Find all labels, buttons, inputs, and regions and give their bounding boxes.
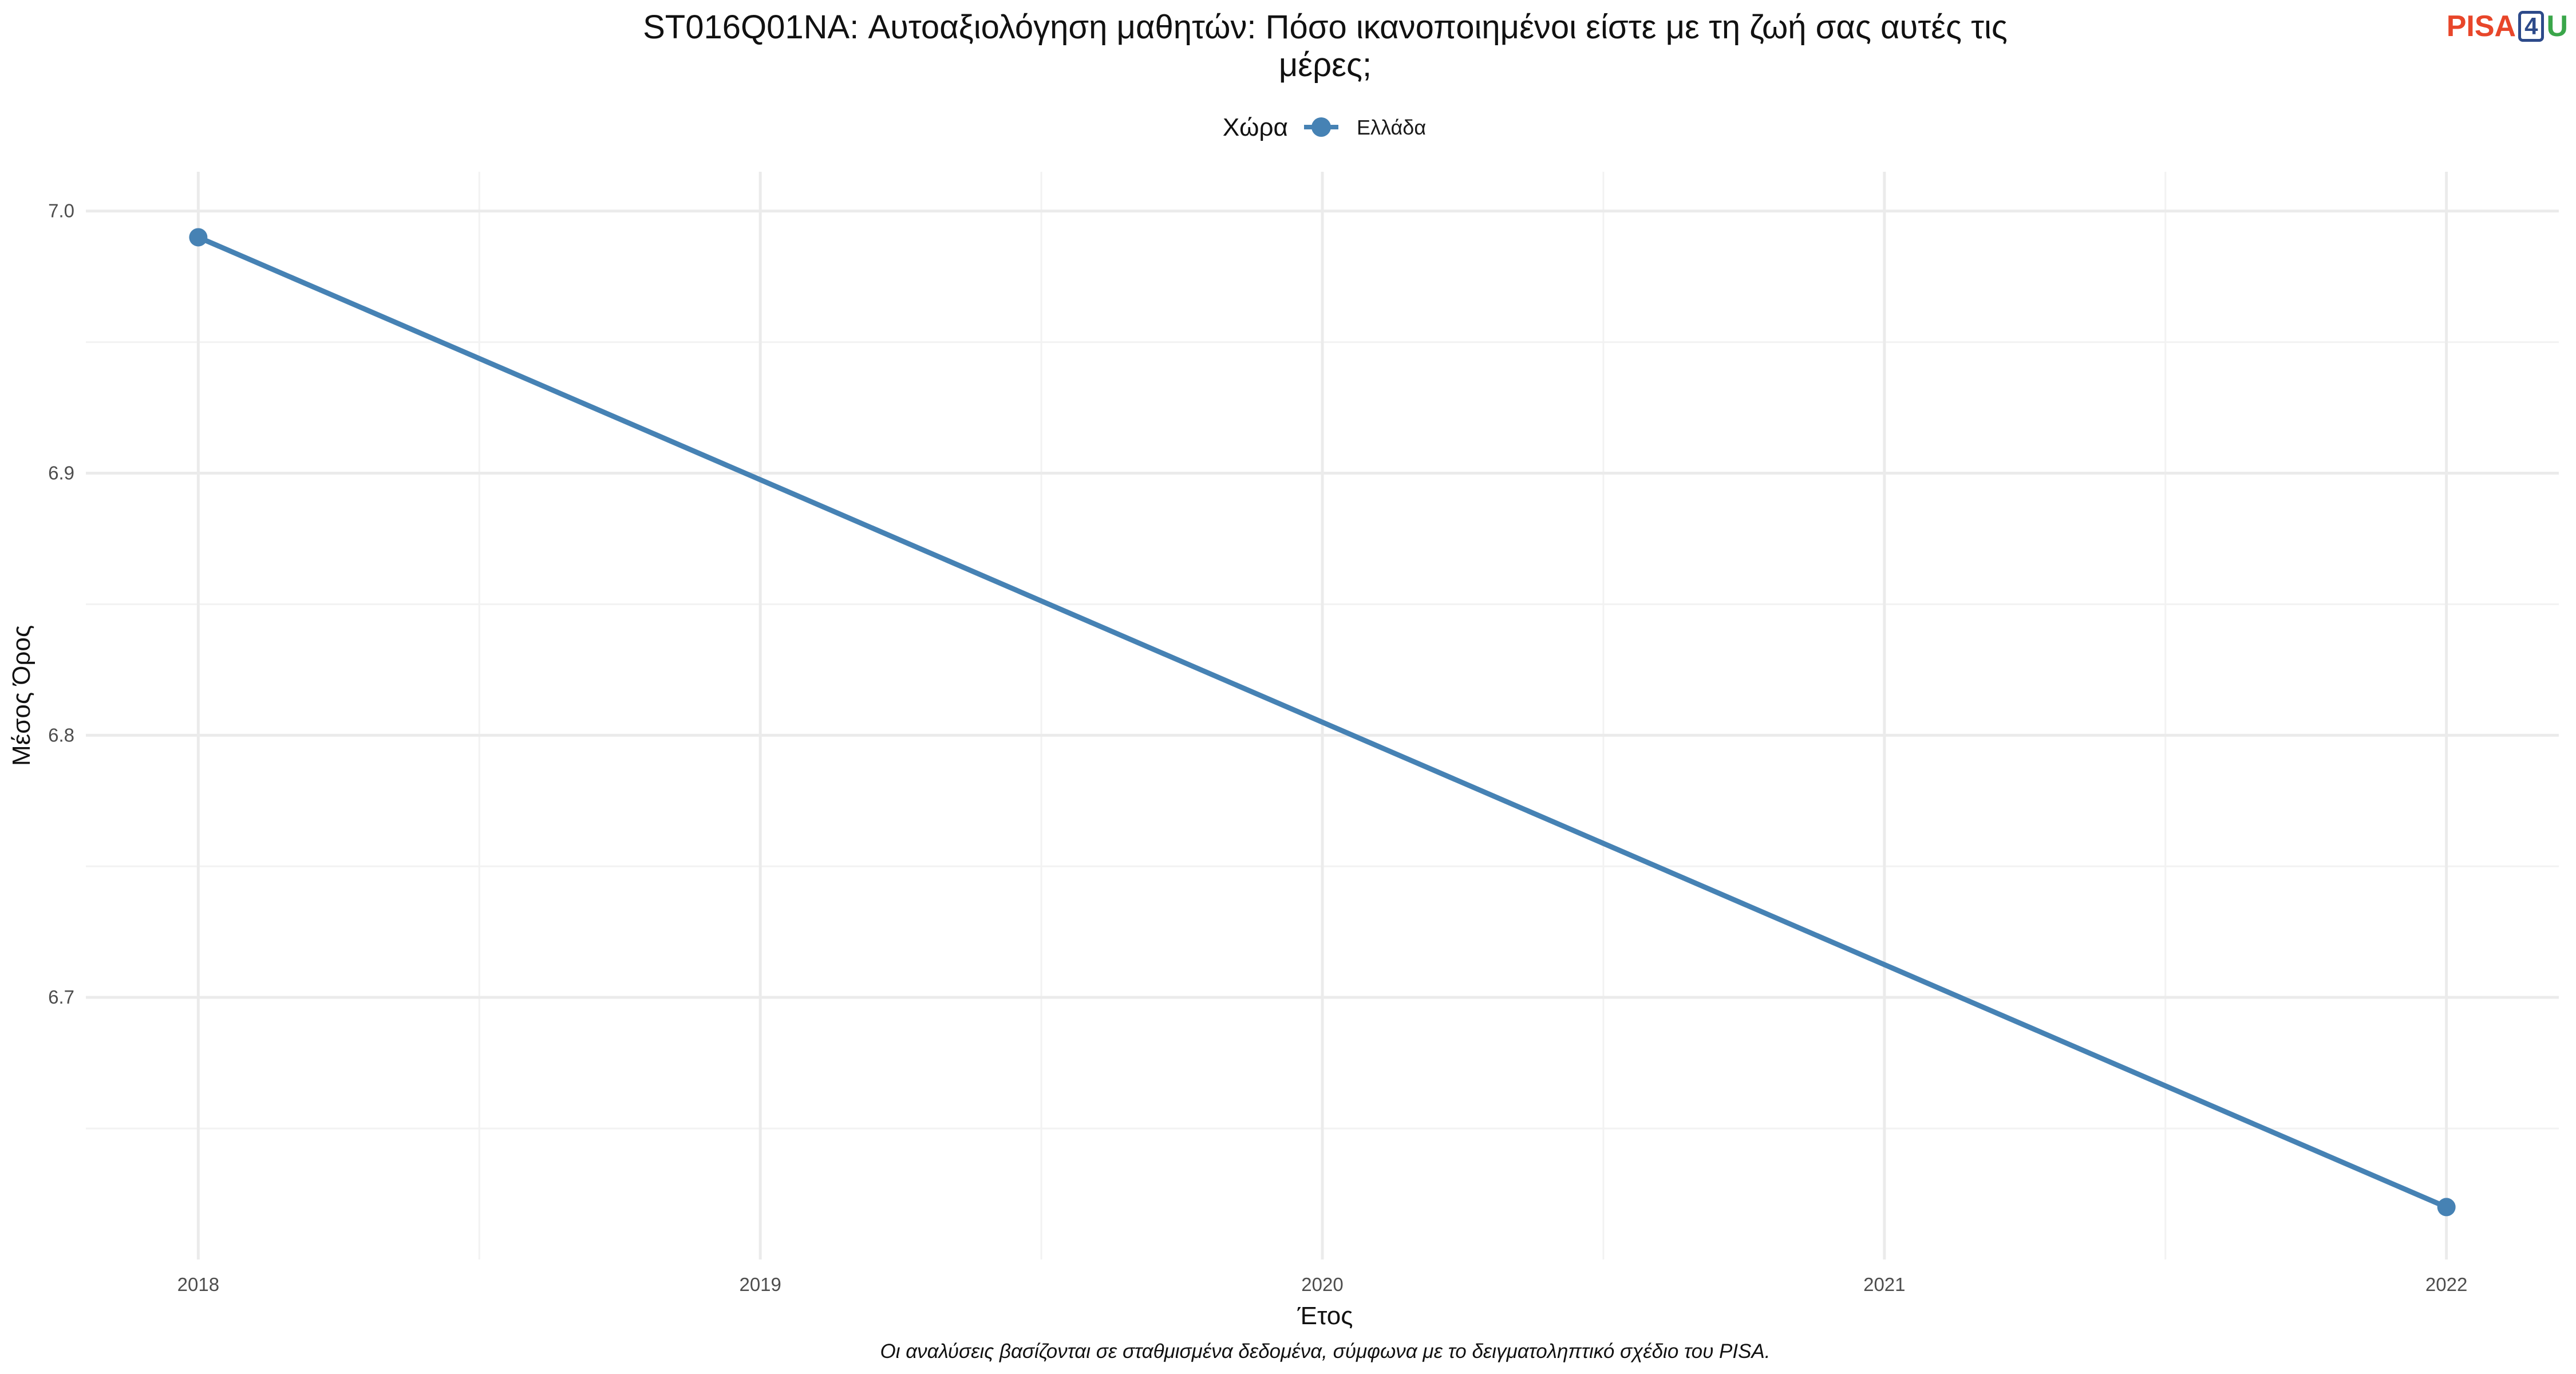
series-layer [189,228,2456,1217]
x-tick-label: 2019 [739,1274,781,1295]
legend-key-marker [1311,117,1331,137]
logo-text-u: U [2546,10,2568,43]
y-tick-label: 6.9 [48,463,74,484]
logo-text-pisa: PISA [2446,10,2516,43]
y-axis-title: Μέσος Όρος [7,625,35,766]
legend-title: Χώρα [1223,113,1288,141]
legend-label: Ελλάδα [1357,116,1426,139]
x-tick-label: 2020 [1301,1274,1343,1295]
chart-title-line-1: ST016Q01NA: Αυτοαξιολόγηση μαθητών: Πόσο… [643,9,2008,46]
logo-text-four: 4 [2518,11,2545,42]
y-tick-label: 6.7 [48,986,74,1008]
y-tick-label: 7.0 [48,200,74,222]
x-tick-label: 2021 [1863,1274,1905,1295]
x-tick-label: 2018 [177,1274,219,1295]
x-axis-ticks: 2018 2019 2020 2021 2022 [177,1274,2468,1295]
data-point [2437,1198,2456,1217]
y-tick-label: 6.8 [48,724,74,745]
pisa4u-logo: PISA 4 U [2447,9,2568,44]
x-tick-label: 2022 [2425,1274,2467,1295]
chart-caption: Οι αναλύσεις βασίζονται σε σταθμισμένα δ… [880,1340,1770,1363]
grid [86,172,2559,1260]
legend: Χώρα Ελλάδα [1223,113,1426,141]
y-axis-ticks: 6.7 6.8 6.9 7.0 [48,200,74,1008]
x-axis-title: Έτος [1297,1302,1353,1330]
series-line [195,234,2449,1210]
chart-title-line-2: μέρες; [1279,46,1372,84]
data-point [189,228,208,247]
